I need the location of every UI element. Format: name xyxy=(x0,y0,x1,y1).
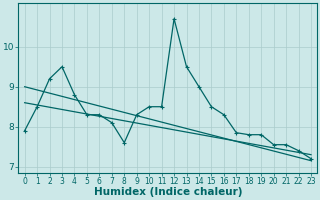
X-axis label: Humidex (Indice chaleur): Humidex (Indice chaleur) xyxy=(93,187,242,197)
